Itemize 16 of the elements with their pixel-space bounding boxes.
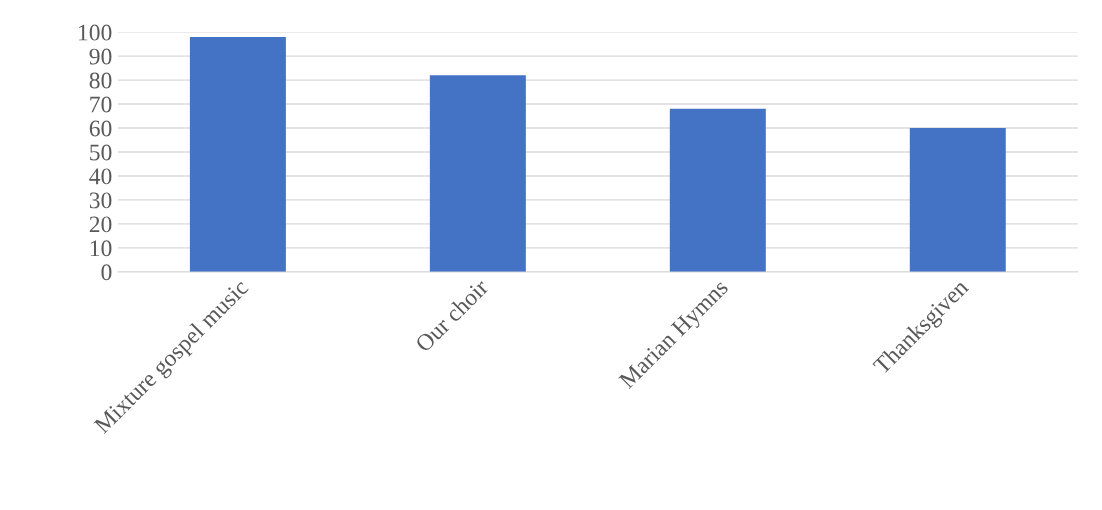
y-tick-label: 70 — [90, 96, 112, 113]
y-tick-label: 90 — [89, 48, 112, 65]
bar — [909, 128, 1006, 272]
y-tick-label: 60 — [89, 120, 112, 137]
y-tick-label: 0 — [101, 264, 112, 281]
y-tick-label: 10 — [90, 240, 112, 257]
y-tick-label: 50 — [90, 144, 112, 161]
bar — [429, 75, 526, 272]
bar — [189, 36, 286, 272]
x-tick-label: Our choir — [414, 277, 490, 353]
y-tick-label: 80 — [89, 72, 112, 89]
y-tick-label: 100 — [79, 24, 112, 41]
y-tick-label: 30 — [89, 192, 112, 209]
y-tick-label: 20 — [89, 216, 112, 233]
y-tick-label: 40 — [89, 168, 112, 185]
bar — [669, 108, 766, 272]
